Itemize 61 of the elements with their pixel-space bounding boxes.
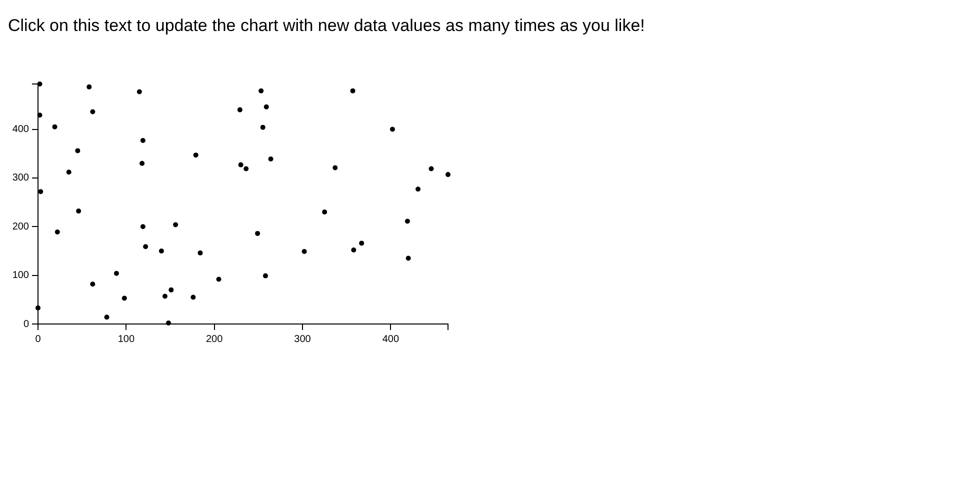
point — [136, 89, 142, 94]
point — [216, 276, 222, 282]
x-tick-label: 100 — [118, 334, 135, 345]
x-tick-label: 200 — [206, 334, 224, 345]
point — [162, 294, 168, 299]
point — [268, 156, 274, 162]
x-tick-label: 0 — [35, 334, 42, 345]
point — [76, 208, 82, 214]
point — [173, 222, 178, 228]
point — [238, 162, 244, 168]
point — [90, 109, 96, 114]
point — [37, 82, 42, 86]
point — [332, 165, 338, 170]
point — [260, 124, 266, 130]
point — [322, 210, 328, 215]
x-tick-label: 300 — [294, 334, 312, 345]
y-tick-label: 100 — [12, 270, 30, 282]
point — [140, 160, 145, 166]
point — [86, 84, 92, 90]
y-tick-label: 300 — [12, 172, 30, 184]
point — [114, 270, 119, 276]
point — [193, 152, 198, 158]
point — [406, 256, 411, 261]
point — [104, 314, 110, 320]
point — [237, 107, 242, 112]
point — [158, 248, 164, 254]
point — [428, 166, 434, 172]
point — [446, 172, 450, 178]
point — [302, 248, 307, 254]
point — [37, 112, 42, 118]
point — [140, 224, 146, 230]
chart-title: Click on this text to update the chart with new data values as many times as you like! — [8, 16, 645, 36]
point — [262, 273, 268, 278]
point — [359, 240, 364, 246]
x-tick-label: 400 — [382, 334, 400, 345]
point — [166, 320, 171, 326]
point — [390, 126, 395, 132]
point — [38, 189, 44, 194]
point — [264, 104, 269, 110]
point — [140, 138, 146, 143]
y-tick-label: 400 — [12, 124, 30, 136]
point — [404, 218, 410, 224]
y-tick-label: 0 — [23, 318, 30, 330]
point — [416, 186, 421, 192]
point — [350, 88, 356, 94]
point — [52, 124, 58, 130]
point — [351, 248, 356, 253]
point — [66, 170, 72, 175]
point — [54, 229, 60, 234]
point — [244, 166, 249, 172]
point — [143, 244, 148, 250]
point — [36, 305, 40, 310]
point — [168, 287, 174, 292]
y-tick-label: 200 — [12, 221, 30, 232]
point — [122, 296, 127, 301]
point — [198, 250, 203, 256]
point — [190, 294, 196, 300]
point — [75, 148, 80, 154]
point — [255, 230, 260, 236]
point — [258, 88, 264, 94]
point — [90, 282, 96, 287]
